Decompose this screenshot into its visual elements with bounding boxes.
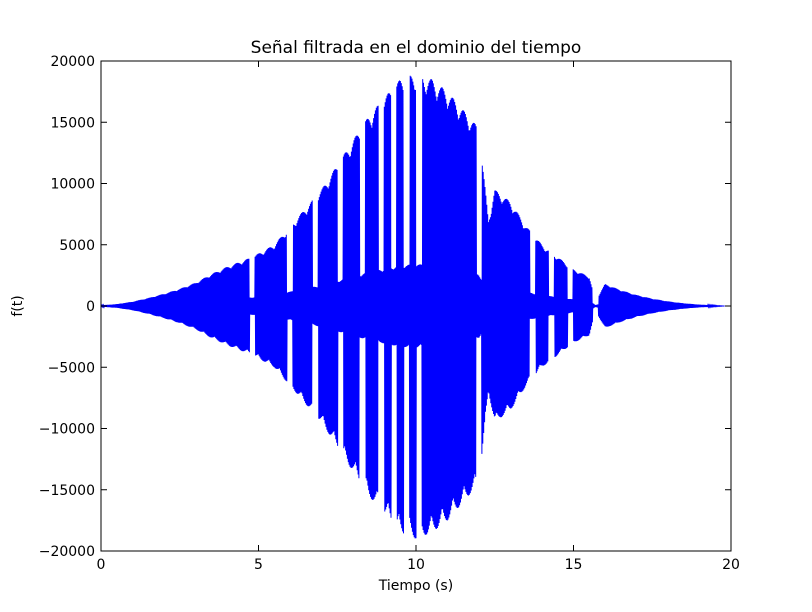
y-tick-label: −15000 [39, 483, 95, 499]
y-tick-label: −5000 [48, 360, 95, 376]
ticks-layer: 0 5 10 15 20 −20000 −15000 −10000 −5000 0 5000 1000… [39, 54, 740, 573]
series-line-0 [100, 75, 725, 539]
y-tick-label: 10000 [50, 177, 95, 193]
y-tick-label: 5000 [59, 238, 95, 254]
y-tick-label: −20000 [39, 544, 95, 560]
x-tick-label: 20 [722, 557, 740, 573]
x-axis-label: Tiempo (s) [378, 578, 453, 594]
y-axis-label: f(t) [10, 295, 26, 316]
x-tick-label: 15 [565, 557, 583, 573]
plot-layer [100, 75, 725, 539]
y-tick-label: −10000 [39, 422, 95, 438]
x-tick-label: 10 [407, 557, 425, 573]
y-tick-label: 20000 [50, 54, 95, 70]
chart-title: Señal filtrada en el dominio del tiempo [251, 38, 582, 58]
y-tick-label: 0 [86, 299, 95, 315]
x-tick-label: 5 [254, 557, 263, 573]
y-tick-label: 15000 [50, 115, 95, 131]
x-tick-label: 0 [97, 557, 106, 573]
